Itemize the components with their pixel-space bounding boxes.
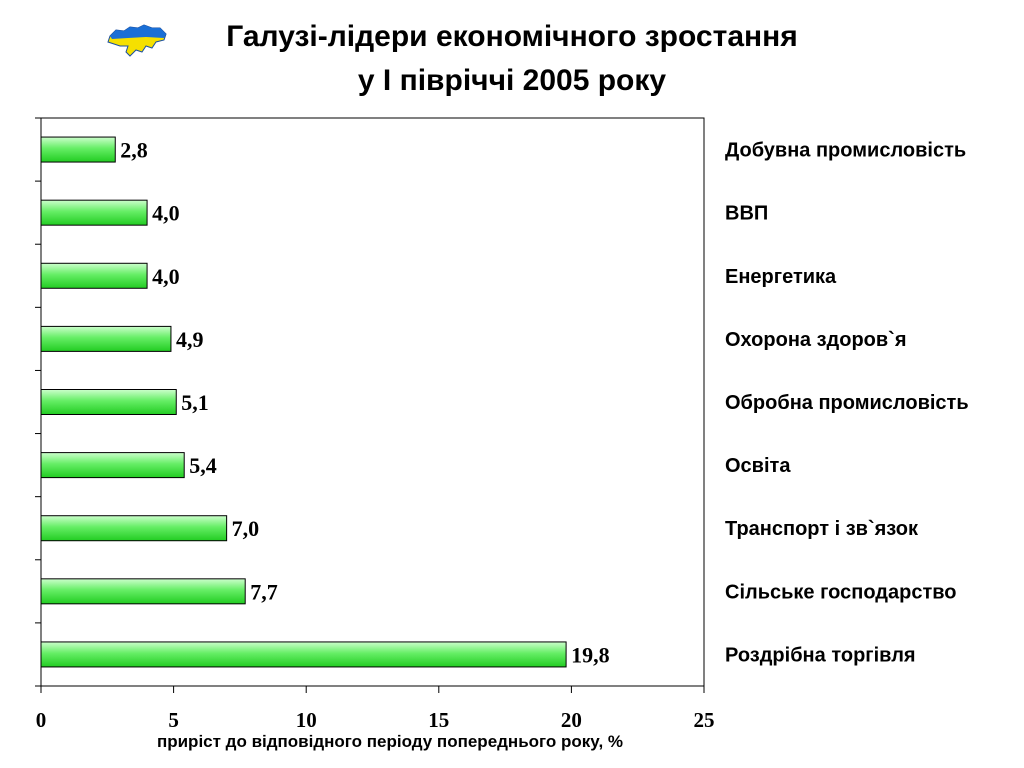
category-label: Роздрібна торгівля	[725, 644, 916, 666]
chart-title-line-1: Галузі-лідери економічного зростання	[226, 20, 798, 53]
ticks-layer: 0 5 10 15 20 25	[35, 117, 715, 732]
data-label: 4,0	[152, 264, 180, 289]
bar	[40, 136, 116, 163]
data-label: 4,9	[176, 327, 204, 352]
bar	[40, 452, 185, 479]
ukraine-map-icon	[107, 24, 167, 57]
chart-title-line-2: у І півріччі 2005 року	[357, 64, 667, 97]
x-tick-label: 15	[428, 708, 449, 732]
header: Галузі-лідери економічного зростання у І…	[0, 18, 1024, 108]
bar	[40, 389, 177, 415]
category-label: Освіта	[725, 455, 791, 477]
bar	[40, 641, 567, 668]
category-label: ВВП	[725, 203, 768, 225]
x-tick-label: 5	[168, 708, 179, 732]
data-label: 4,0	[152, 201, 180, 226]
category-label: Енергетика	[725, 266, 837, 288]
data-label: 5,4	[189, 453, 217, 478]
data-label: 7,7	[250, 579, 277, 604]
bar	[40, 199, 148, 226]
data-label: 2,8	[120, 138, 148, 163]
x-tick-label: 10	[296, 708, 317, 732]
category-label: Обробна промисловість	[725, 392, 969, 414]
bar	[40, 325, 172, 352]
bars-layer: 2,8 Добувна промисловість 4,0 ВВП 4,0 Енергет…	[40, 136, 969, 668]
bar	[40, 262, 148, 289]
data-label: 19,8	[571, 642, 610, 667]
data-label: 5,1	[181, 390, 209, 415]
data-label: 7,0	[232, 516, 260, 541]
x-tick-label: 0	[36, 708, 47, 732]
category-label: Транспорт і зв`язок	[725, 518, 919, 540]
category-label: Добувна промисловість	[725, 140, 966, 162]
x-axis-title: приріст до відповідного періоду попередн…	[156, 732, 624, 751]
bar	[40, 578, 246, 605]
category-label: Сільське господарство	[725, 581, 956, 603]
bar	[40, 515, 228, 542]
x-tick-label: 25	[694, 708, 715, 732]
x-tick-label: 20	[561, 708, 582, 732]
category-label: Охорона здоров`я	[725, 329, 907, 351]
